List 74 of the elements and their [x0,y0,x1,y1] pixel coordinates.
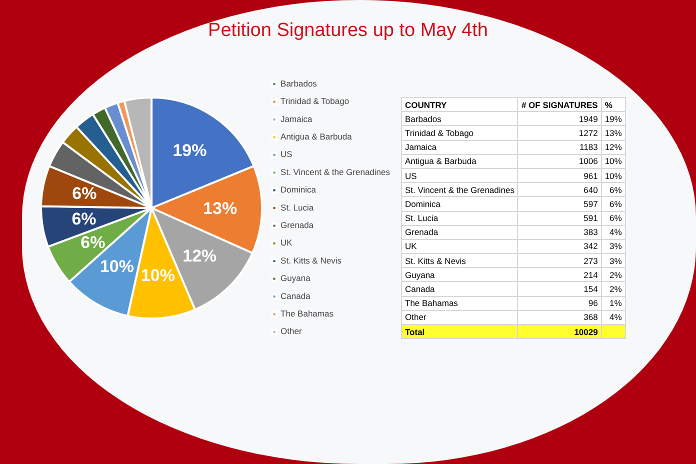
category-label: The Bahamas [402,296,518,310]
legend-label: St. Lucia [280,202,314,212]
text: % [601,98,626,112]
text: 10% [601,154,626,168]
text: # OF SIGNATURES [518,98,602,112]
text: 3% [601,239,626,254]
category-label: St. Kitts & Nevis [402,254,518,268]
legend-label: Trinidad & Tobago [280,96,350,106]
data-label: 961 [518,168,602,183]
text: 6% [601,182,626,197]
legend-label: The Bahamas [280,308,334,319]
legend-label: Antigua & Barbuda [280,132,352,142]
data-label: 13% [203,198,238,218]
data-label: 368 [518,310,602,324]
chart-title: Petition Signatures up to May 4th [207,20,489,42]
category-label: St. Vincent & the Grenadines [402,182,518,197]
category-label: Barbados [402,112,518,126]
text: 10% [601,168,626,183]
legend-label: Grenada [280,220,314,230]
legend-label: Guyana [280,273,311,284]
data-label: 597 [518,196,602,211]
legend-label: Other [280,326,302,336]
text: 12% [601,140,626,154]
text: 1% [601,296,626,310]
data-label: 383 [518,225,602,240]
data-label: 342 [518,239,602,254]
data-label: 640 [518,182,602,197]
data-label: 96 [518,296,602,310]
category-label: US [402,168,518,183]
legend-label: UK [280,238,293,248]
text: 2% [601,268,626,282]
text: COUNTRY [402,98,518,112]
data-label: 1272 [518,126,602,140]
legend-label: St. Kitts & Nevis [280,255,342,266]
text: 3% [601,254,626,268]
category-label: UK [402,239,518,254]
text: 13% [601,126,626,140]
category-label: Trinidad & Tobago [402,126,518,140]
data-label: 1183 [518,140,602,154]
data-label: 154 [518,282,602,296]
text: 4% [601,310,626,324]
category-label: Guyana [402,268,518,282]
data-label: 591 [518,211,602,226]
text: 6% [601,196,626,211]
category-label: St. Lucia [402,211,518,226]
legend-label: Barbados [280,78,317,88]
category-label: Antigua & Barbuda [402,154,518,168]
text: 10029 [574,326,598,337]
legend-label: Jamaica [280,114,312,124]
legend-label: US [280,149,293,160]
category-label: Other [402,310,518,324]
category-label: Jamaica [402,140,518,154]
legend-label: St. Vincent & the Grenadines [280,166,390,177]
data-label: 12% [182,246,217,266]
data-label: 214 [518,268,602,282]
category-label: Grenada [402,225,518,240]
text: Total [402,324,518,339]
data-label: 6% [80,233,106,252]
text: 4% [601,225,626,240]
data-label: 10% [100,256,134,276]
data-label: 1006 [518,154,602,168]
category-label: Canada [402,282,518,296]
text: 19% [601,112,626,126]
text: 2% [601,282,626,296]
legend-label: Dominica [280,184,316,195]
category-label: Dominica [402,196,518,211]
data-label: 6% [72,209,96,228]
data-label: 6% [72,184,97,203]
data-label: 273 [518,254,602,268]
data-label: 10% [140,266,175,285]
legend-label: Canada [280,290,311,301]
data-label: 1949 [518,112,602,126]
data-label: 19% [172,140,207,160]
text: 6% [601,211,626,226]
